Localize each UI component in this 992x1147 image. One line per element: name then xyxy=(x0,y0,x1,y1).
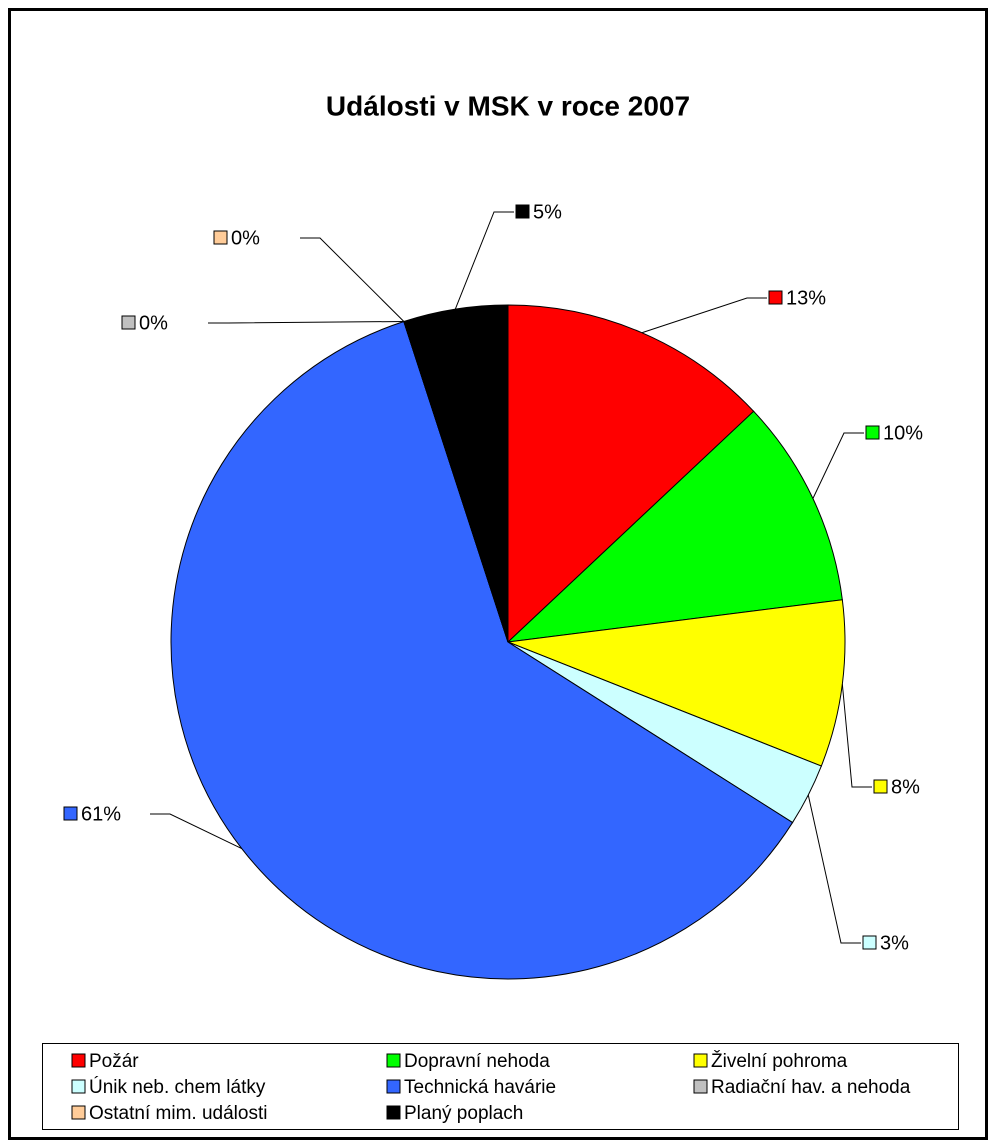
legend-box xyxy=(42,1043,959,1130)
leader-line xyxy=(841,684,872,788)
leader-line xyxy=(208,320,404,324)
label-marker xyxy=(63,806,78,821)
legend-label: Živelní pohroma xyxy=(711,1050,848,1072)
label-marker xyxy=(768,290,783,305)
legend-marker xyxy=(71,1105,86,1120)
data-label: 0% xyxy=(139,312,168,334)
pie-slice xyxy=(403,304,509,643)
leader-line xyxy=(300,237,405,322)
legend-label: Technická havárie xyxy=(404,1077,556,1098)
label-marker xyxy=(865,425,880,440)
data-label: 8% xyxy=(891,776,920,798)
data-label: 10% xyxy=(883,422,923,444)
label-marker xyxy=(862,935,877,950)
legend-marker xyxy=(386,1079,401,1094)
legend-label: Radiační hav. a nehoda xyxy=(711,1077,911,1098)
legend-marker xyxy=(693,1053,708,1068)
leader-line xyxy=(812,432,864,499)
label-marker xyxy=(213,230,228,245)
leader-line xyxy=(454,211,514,310)
legend-marker xyxy=(386,1053,401,1068)
legend-marker xyxy=(693,1079,708,1094)
data-label: 3% xyxy=(880,932,909,954)
pie-slice xyxy=(506,410,843,643)
pie-slice xyxy=(507,304,755,644)
legend-marker xyxy=(71,1079,86,1094)
label-marker xyxy=(873,779,888,794)
data-label: 61% xyxy=(81,803,121,825)
legend-label: Únik neb. chem látky xyxy=(89,1076,266,1098)
legend-marker xyxy=(386,1105,401,1120)
leader-line xyxy=(807,794,861,944)
pie-slice xyxy=(170,320,794,980)
label-marker xyxy=(515,204,530,219)
data-label: 5% xyxy=(533,201,562,223)
legend-marker xyxy=(71,1053,86,1068)
data-label: 0% xyxy=(231,227,260,249)
legend-label: Dopravní nehoda xyxy=(404,1051,550,1072)
legend-label: Požár xyxy=(89,1051,139,1072)
chart-title: Události v MSK v roce 2007 xyxy=(326,90,690,121)
label-marker xyxy=(121,315,136,330)
leader-line xyxy=(641,297,767,334)
data-label: 13% xyxy=(786,287,826,309)
legend-label: Planý poplach xyxy=(404,1103,523,1124)
leader-line xyxy=(150,813,242,850)
legend-label: Ostatní mim. události xyxy=(89,1103,267,1124)
